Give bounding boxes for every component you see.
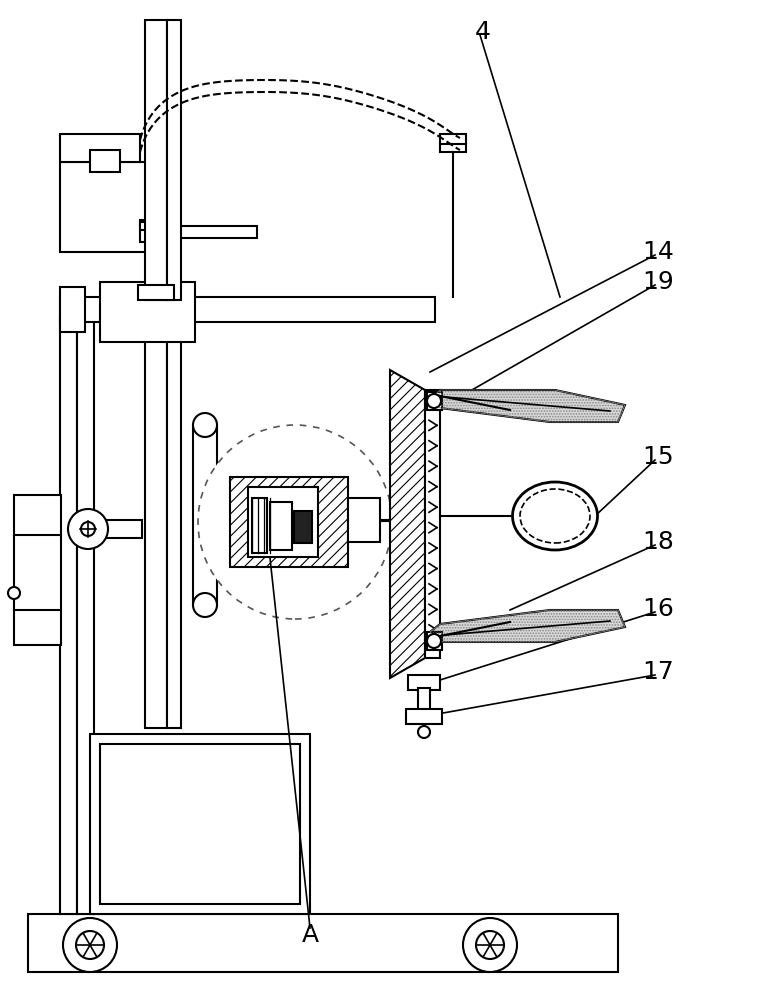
Text: 17: 17: [642, 660, 674, 684]
Bar: [167, 20, 181, 300]
Bar: [145, 300, 167, 728]
Text: 15: 15: [642, 445, 673, 469]
Polygon shape: [390, 370, 425, 678]
Bar: [92, 520, 142, 538]
Polygon shape: [430, 390, 625, 422]
Bar: [418, 688, 430, 712]
Bar: [427, 392, 442, 410]
Circle shape: [476, 931, 504, 959]
Bar: [90, 150, 120, 172]
Circle shape: [193, 413, 217, 437]
Bar: [60, 297, 435, 322]
Ellipse shape: [512, 482, 598, 550]
Bar: [425, 390, 440, 658]
Text: 14: 14: [642, 240, 674, 264]
Text: A: A: [301, 923, 319, 947]
Bar: [427, 632, 442, 650]
Circle shape: [68, 509, 108, 549]
Bar: [60, 287, 85, 332]
Text: 18: 18: [642, 530, 674, 554]
Circle shape: [198, 425, 392, 619]
Bar: [252, 498, 267, 553]
Bar: [138, 285, 174, 300]
Bar: [100, 282, 195, 342]
Bar: [248, 487, 318, 557]
Circle shape: [427, 634, 441, 648]
Bar: [230, 477, 348, 567]
Polygon shape: [430, 610, 625, 642]
Bar: [14, 495, 61, 645]
Bar: [77, 319, 94, 914]
Bar: [406, 709, 442, 724]
Circle shape: [193, 593, 217, 617]
Bar: [167, 300, 181, 728]
Bar: [60, 319, 77, 914]
Circle shape: [427, 394, 441, 408]
Bar: [193, 425, 217, 605]
Bar: [90, 734, 310, 914]
Circle shape: [463, 918, 517, 972]
Bar: [145, 20, 167, 300]
Circle shape: [76, 931, 104, 959]
Text: 16: 16: [642, 597, 674, 621]
Bar: [140, 222, 172, 230]
Circle shape: [418, 726, 430, 738]
Bar: [270, 502, 292, 550]
Bar: [172, 226, 257, 238]
Circle shape: [81, 522, 95, 536]
Bar: [440, 134, 466, 152]
Bar: [28, 914, 618, 972]
Bar: [140, 220, 172, 242]
Circle shape: [8, 587, 20, 599]
Bar: [60, 162, 175, 252]
Bar: [408, 675, 440, 690]
Bar: [100, 744, 300, 904]
Ellipse shape: [520, 489, 590, 543]
Bar: [348, 498, 380, 542]
Bar: [60, 134, 140, 162]
Bar: [294, 511, 312, 543]
Circle shape: [63, 918, 117, 972]
Text: 19: 19: [642, 270, 674, 294]
Text: 4: 4: [475, 20, 491, 44]
